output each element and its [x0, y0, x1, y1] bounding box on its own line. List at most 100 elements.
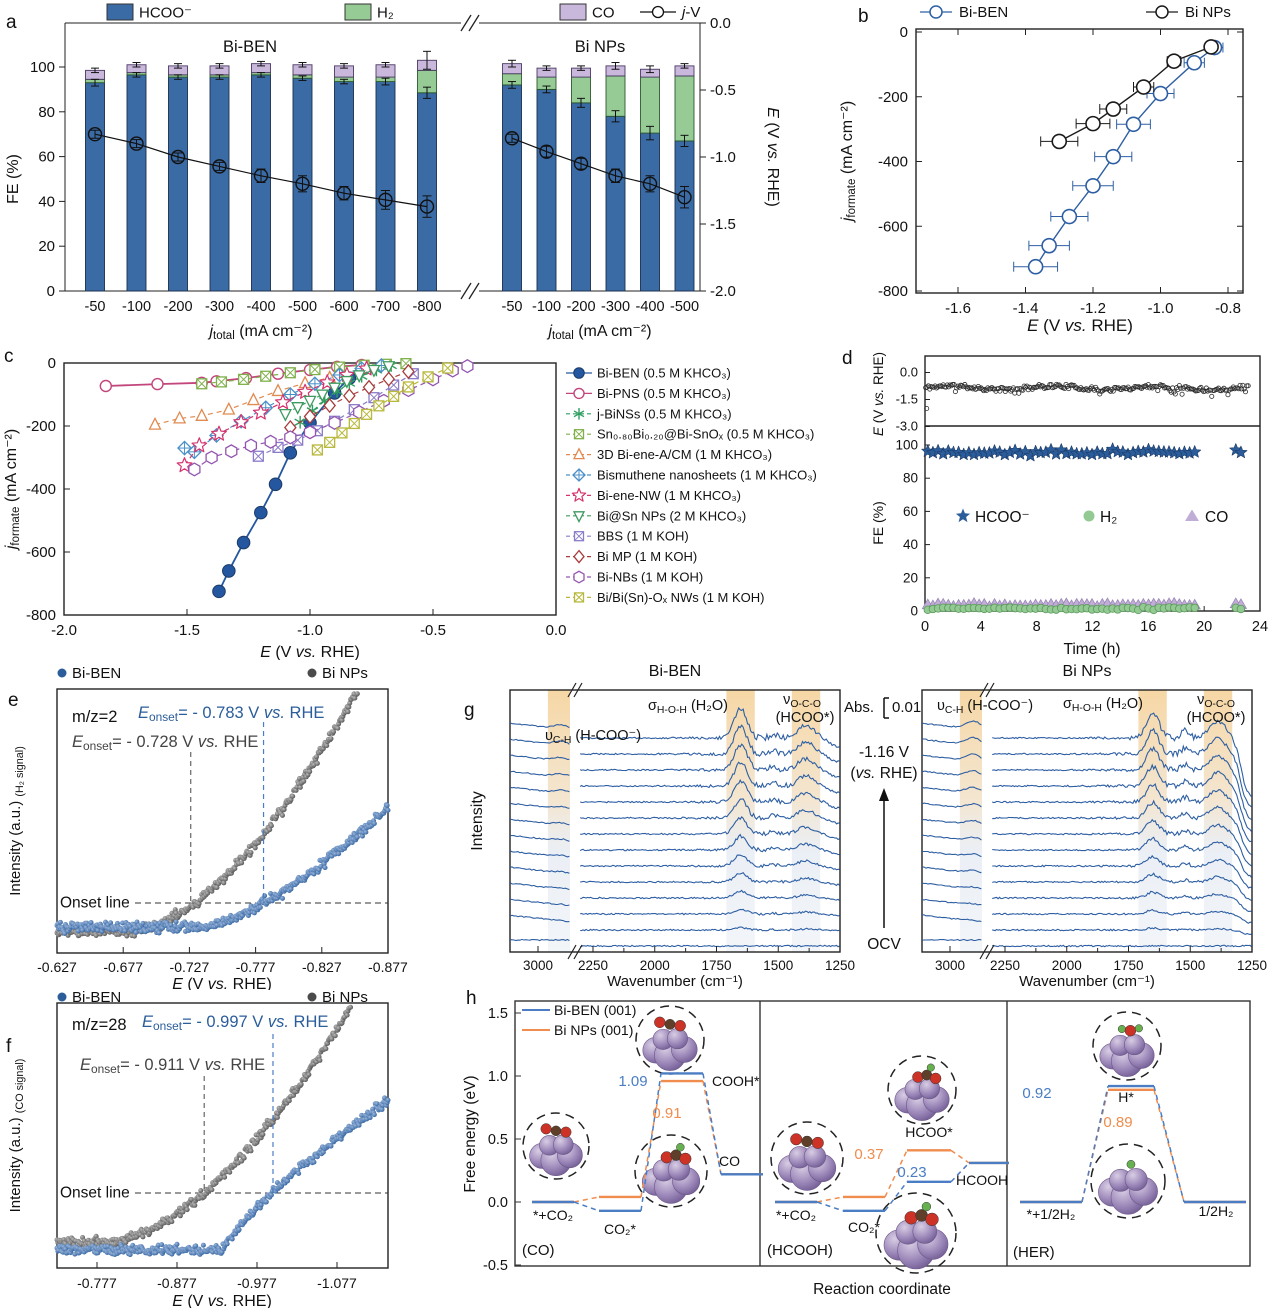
svg-text:-1.5: -1.5	[174, 622, 200, 639]
svg-text:CO₂*: CO₂*	[604, 1221, 636, 1237]
svg-text:-0.677: -0.677	[103, 959, 143, 975]
series-Bi-BEN	[1013, 39, 1224, 275]
svg-text:-200: -200	[26, 418, 56, 435]
svg-text:Bi-NBs (1 M KOH): Bi-NBs (1 M KOH)	[597, 570, 703, 585]
svg-text:-100: -100	[532, 299, 561, 315]
svg-text:(HCOOH): (HCOOH)	[767, 1242, 833, 1259]
svg-text:Bi NPs: Bi NPs	[1185, 4, 1231, 21]
svg-text:jtotal (mA cm⁻²): jtotal (mA cm⁻²)	[546, 323, 651, 342]
svg-text:-50: -50	[502, 299, 523, 315]
svg-text:-400: -400	[26, 481, 56, 498]
svg-text:0: 0	[47, 283, 55, 300]
svg-text:OCV: OCV	[867, 936, 901, 953]
svg-text:60: 60	[38, 149, 55, 166]
svg-text:-1.5: -1.5	[710, 216, 736, 233]
svg-text:E (V vs. RHE): E (V vs. RHE)	[871, 352, 886, 436]
panel-dems-h2: -0.627 -0.677 -0.727 -0.777 -0.827 -0.877 E (V…	[0, 660, 460, 990]
svg-text:0.01: 0.01	[892, 699, 921, 716]
svg-text:0.0: 0.0	[710, 15, 731, 32]
svg-text:-300: -300	[205, 299, 234, 315]
panel-catalyst-comparison: -2.0 -1.5 -1.0 -0.5 0.0 0 -200 -400 -600 -800 jfor…	[0, 343, 872, 660]
svg-text:CO: CO	[719, 1153, 740, 1169]
svg-text:σH-O-H (H₂O): σH-O-H (H₂O)	[648, 698, 728, 716]
svg-text:Bi-BEN: Bi-BEN	[72, 665, 121, 682]
chart-stability-test: 0.0 -1.5 -3.0 0 20 40 60 80 100 0 4 8 12 16 20 24 Time (…	[870, 352, 1268, 658]
svg-text:υC-H (H-COO⁻): υC-H (H-COO⁻)	[937, 698, 1033, 716]
svg-text:(HCOO*): (HCOO*)	[1187, 710, 1246, 726]
svg-text:2000: 2000	[1052, 958, 1082, 973]
svg-text:HCOO⁻: HCOO⁻	[139, 5, 192, 22]
svg-text:-0.777: -0.777	[236, 959, 276, 975]
svg-text:-800: -800	[878, 283, 908, 300]
svg-text:σH-O-H (H₂O): σH-O-H (H₂O)	[1063, 696, 1143, 714]
svg-text:4: 4	[977, 619, 985, 635]
series-9	[283, 363, 415, 436]
svg-text:Bi MP (1 M KOH): Bi MP (1 M KOH)	[597, 549, 697, 564]
svg-text:1500: 1500	[763, 958, 793, 973]
svg-text:Onset line: Onset line	[60, 895, 130, 912]
svg-text:-1.6: -1.6	[945, 300, 971, 317]
svg-text:HCOO*: HCOO*	[905, 1124, 953, 1140]
panel-letter-g: g	[464, 700, 475, 721]
svg-text:FE (%): FE (%)	[5, 154, 22, 204]
svg-text:-0.977: -0.977	[237, 1275, 277, 1291]
svg-text:E (V vs. RHE): E (V vs. RHE)	[260, 644, 360, 660]
svg-text:-2.0: -2.0	[710, 283, 736, 300]
svg-text:H*: H*	[1118, 1089, 1134, 1105]
svg-text:Eonset= - 0.997 V vs. RHE: Eonset= - 0.997 V vs. RHE	[142, 1013, 328, 1033]
svg-text:j-V: j-V	[680, 4, 700, 21]
svg-text:-400: -400	[635, 299, 664, 315]
svg-text:Bi-BEN: Bi-BEN	[959, 4, 1008, 21]
panel-dems-co: -0.777 -0.877 -0.977 -1.077 E (V vs. RHE) Int…	[0, 986, 460, 1308]
svg-text:-0.8: -0.8	[1215, 300, 1241, 317]
chart-dft-free-energy: 1.5 1.0 0.5 0.0 -0.5 Free energy (eV) Reaction…	[462, 1000, 1251, 1298]
svg-text:Bi-BEN: Bi-BEN	[649, 663, 701, 680]
svg-text:0.91: 0.91	[652, 1105, 681, 1122]
svg-text:Bi/Bi(Sn)-Oₓ NWs (1 M KOH): Bi/Bi(Sn)-Oₓ NWs (1 M KOH)	[597, 590, 765, 605]
svg-text:0: 0	[910, 604, 918, 619]
panel-letter-d: d	[842, 348, 853, 369]
svg-text:0.37: 0.37	[854, 1146, 883, 1163]
svg-text:HCOO⁻: HCOO⁻	[975, 509, 1030, 526]
panel-jformate-potential: -1.6 -1.4 -1.2 -1.0 -0.8 0 -200 -400 -600 -800 jfo…	[828, 0, 1268, 345]
svg-text:Free energy (eV): Free energy (eV)	[462, 1075, 479, 1192]
svg-text:E (V vs. RHE): E (V vs. RHE)	[764, 107, 781, 207]
svg-text:(HER): (HER)	[1013, 1244, 1055, 1261]
svg-text:Reaction coordinate: Reaction coordinate	[813, 1281, 951, 1298]
svg-text:CO₂*: CO₂*	[848, 1219, 880, 1235]
svg-text:υC-H (H-COO⁻): υC-H (H-COO⁻)	[545, 728, 641, 746]
svg-text:Onset line: Onset line	[60, 1185, 130, 1202]
svg-text:1250: 1250	[825, 958, 855, 973]
svg-text:Bi-BEN (001): Bi-BEN (001)	[554, 1002, 636, 1018]
svg-text:-1.4: -1.4	[1013, 300, 1039, 317]
svg-text:Bi NPs: Bi NPs	[575, 38, 625, 56]
svg-text:E (V vs. RHE): E (V vs. RHE)	[172, 976, 272, 990]
svg-text:80: 80	[903, 471, 918, 486]
svg-text:jformate (mA cm⁻²): jformate (mA cm⁻²)	[3, 429, 22, 551]
svg-text:-700: -700	[371, 299, 400, 315]
svg-text:-500: -500	[288, 299, 317, 315]
panel-atr-seiras: 3000 2250 2000 1750 1500 1250 Bi-BEN Wavenumber…	[460, 660, 1268, 990]
svg-text:Bi-BEN: Bi-BEN	[72, 989, 121, 1006]
svg-text:-1.0: -1.0	[710, 149, 736, 166]
svg-text:j-BiNSs (0.5 M KHCO₃): j-BiNSs (0.5 M KHCO₃)	[596, 406, 732, 421]
svg-text:-600: -600	[878, 218, 908, 235]
svg-text:Wavenumber (cm⁻¹): Wavenumber (cm⁻¹)	[1019, 973, 1155, 990]
svg-text:-1.0: -1.0	[1148, 300, 1174, 317]
svg-text:jtotal (mA cm⁻²): jtotal (mA cm⁻²)	[207, 323, 312, 342]
svg-text:-0.877: -0.877	[368, 959, 408, 975]
svg-text:-500: -500	[670, 299, 699, 315]
svg-text:-1.16 V: -1.16 V	[859, 744, 910, 761]
svg-text:-0.727: -0.727	[170, 959, 210, 975]
svg-text:3000: 3000	[935, 958, 965, 973]
svg-text:H₂: H₂	[1100, 509, 1117, 526]
svg-text:1.0: 1.0	[488, 1069, 508, 1085]
svg-text:-600: -600	[329, 299, 358, 315]
spectra-1	[922, 712, 1252, 948]
svg-text:12: 12	[1084, 619, 1100, 635]
svg-text:Bi@Sn NPs (2 M KHCO₃): Bi@Sn NPs (2 M KHCO₃)	[597, 508, 746, 523]
panel-letter-a: a	[6, 12, 17, 33]
svg-text:COOH*: COOH*	[712, 1073, 760, 1089]
series-7	[278, 361, 396, 422]
